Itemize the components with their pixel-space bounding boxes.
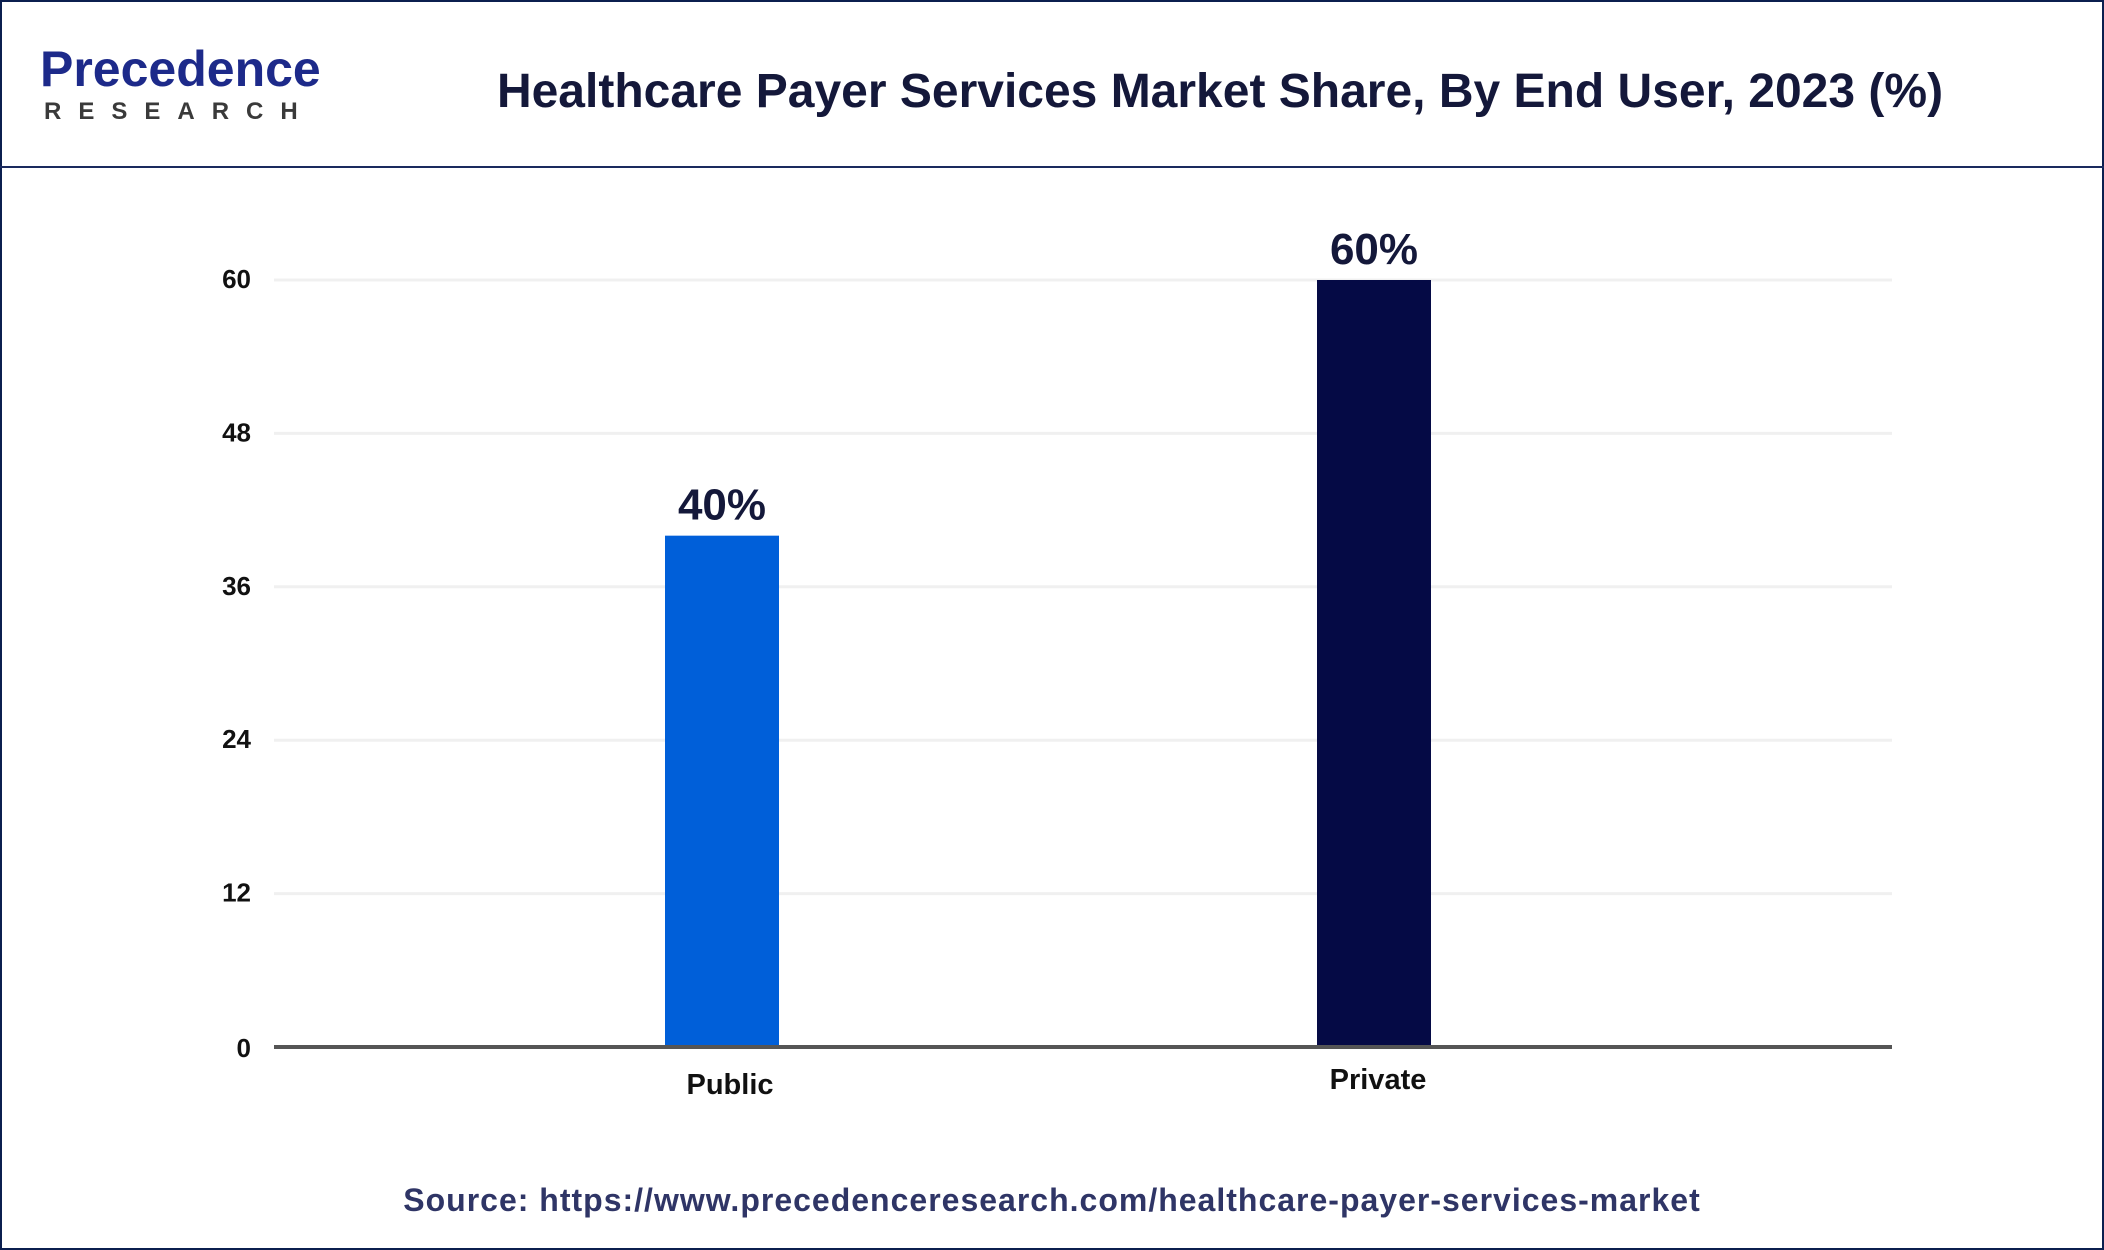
y-tick-label: 24: [222, 724, 251, 754]
source-note: Source: https://www.precedenceresearch.c…: [403, 1182, 1701, 1218]
x-tick-label: Private: [1330, 1064, 1427, 1096]
data-label: 40%: [678, 481, 766, 530]
data-label: 60%: [1330, 225, 1418, 274]
chart-title: Healthcare Payer Services Market Share, …: [496, 65, 1944, 118]
bar-private: [1317, 280, 1431, 1047]
y-tick-label: 12: [222, 878, 251, 908]
y-tick-label: 0: [237, 1033, 251, 1063]
header: Precedence RESEARCH Healthcare Payer Ser…: [0, 0, 2104, 168]
y-tick-label: 48: [222, 417, 251, 447]
logo-subtitle: RESEARCH: [44, 98, 315, 125]
precedence-research-logo: Precedence RESEARCH: [40, 40, 340, 130]
logo-wordmark: Precedence: [40, 41, 321, 97]
bar-public: [665, 535, 779, 1047]
x-tick-label: Public: [686, 1069, 773, 1101]
y-tick-label: 36: [222, 571, 251, 601]
y-tick-label: 60: [222, 264, 251, 294]
